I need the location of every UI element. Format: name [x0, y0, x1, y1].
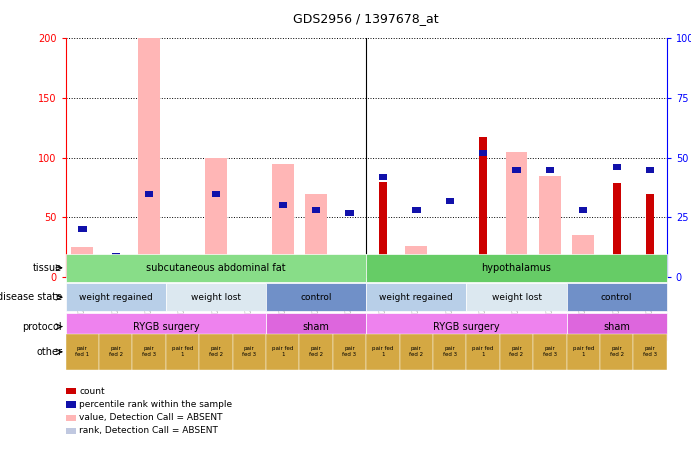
Text: pair
fed 3: pair fed 3: [543, 346, 557, 357]
Bar: [78, 227, 86, 232]
Bar: [379, 182, 387, 277]
Bar: [211, 191, 220, 197]
Text: protocol: protocol: [23, 321, 62, 332]
Text: subcutaneous abdominal fat: subcutaneous abdominal fat: [146, 263, 286, 273]
Text: disease state: disease state: [0, 292, 62, 302]
Text: pair fed
1: pair fed 1: [573, 346, 594, 357]
Text: sham: sham: [603, 321, 630, 332]
Bar: [71, 247, 93, 277]
Bar: [412, 207, 421, 213]
Bar: [479, 137, 487, 277]
Bar: [312, 207, 321, 213]
Text: pair
fed 2: pair fed 2: [309, 346, 323, 357]
Text: RYGB surgery: RYGB surgery: [433, 321, 500, 332]
Text: rank, Detection Call = ABSENT: rank, Detection Call = ABSENT: [79, 427, 218, 435]
Text: pair
fed 3: pair fed 3: [443, 346, 457, 357]
Text: percentile rank within the sample: percentile rank within the sample: [79, 400, 233, 409]
Text: sham: sham: [303, 321, 330, 332]
Text: value, Detection Call = ABSENT: value, Detection Call = ABSENT: [79, 413, 223, 422]
Text: pair
fed 3: pair fed 3: [343, 346, 357, 357]
Text: weight lost: weight lost: [191, 293, 241, 301]
Text: weight regained: weight regained: [79, 293, 153, 301]
Text: pair
fed 2: pair fed 2: [108, 346, 123, 357]
Text: other: other: [36, 347, 62, 357]
Bar: [479, 150, 487, 156]
Bar: [406, 246, 427, 277]
Bar: [546, 166, 554, 173]
Text: pair
fed 3: pair fed 3: [643, 346, 657, 357]
Text: pair
fed 2: pair fed 2: [409, 346, 424, 357]
Text: control: control: [301, 293, 332, 301]
Text: GDS2956 / 1397678_at: GDS2956 / 1397678_at: [294, 12, 439, 25]
Bar: [178, 274, 187, 280]
Bar: [506, 152, 527, 277]
Text: hypothalamus: hypothalamus: [482, 263, 551, 273]
Bar: [572, 236, 594, 277]
Bar: [171, 265, 193, 277]
Text: pair
fed 3: pair fed 3: [142, 346, 156, 357]
Bar: [278, 202, 287, 209]
Text: control: control: [601, 293, 632, 301]
Bar: [579, 207, 587, 213]
Text: pair
fed 2: pair fed 2: [209, 346, 223, 357]
Bar: [612, 164, 621, 170]
Text: pair fed
1: pair fed 1: [172, 346, 193, 357]
Text: pair fed
1: pair fed 1: [372, 346, 394, 357]
Text: pair
fed 2: pair fed 2: [609, 346, 624, 357]
Text: pair
fed 1: pair fed 1: [75, 346, 89, 357]
Text: weight lost: weight lost: [491, 293, 542, 301]
Bar: [346, 210, 354, 216]
Text: count: count: [79, 387, 105, 395]
Text: pair
fed 2: pair fed 2: [509, 346, 524, 357]
Text: weight regained: weight regained: [379, 293, 453, 301]
Bar: [272, 164, 294, 277]
Bar: [111, 253, 120, 259]
Bar: [646, 193, 654, 277]
Bar: [105, 268, 126, 277]
Bar: [205, 157, 227, 277]
Bar: [138, 38, 160, 277]
Bar: [145, 191, 153, 197]
Bar: [646, 166, 654, 173]
Bar: [305, 193, 327, 277]
Bar: [539, 175, 561, 277]
Text: pair fed
1: pair fed 1: [473, 346, 494, 357]
Bar: [379, 174, 387, 180]
Bar: [245, 270, 254, 275]
Text: pair
fed 3: pair fed 3: [243, 346, 256, 357]
Bar: [612, 183, 621, 277]
Bar: [512, 166, 521, 173]
Text: tissue: tissue: [33, 263, 62, 273]
Bar: [446, 198, 454, 204]
Text: RYGB surgery: RYGB surgery: [133, 321, 199, 332]
Text: pair fed
1: pair fed 1: [272, 346, 294, 357]
